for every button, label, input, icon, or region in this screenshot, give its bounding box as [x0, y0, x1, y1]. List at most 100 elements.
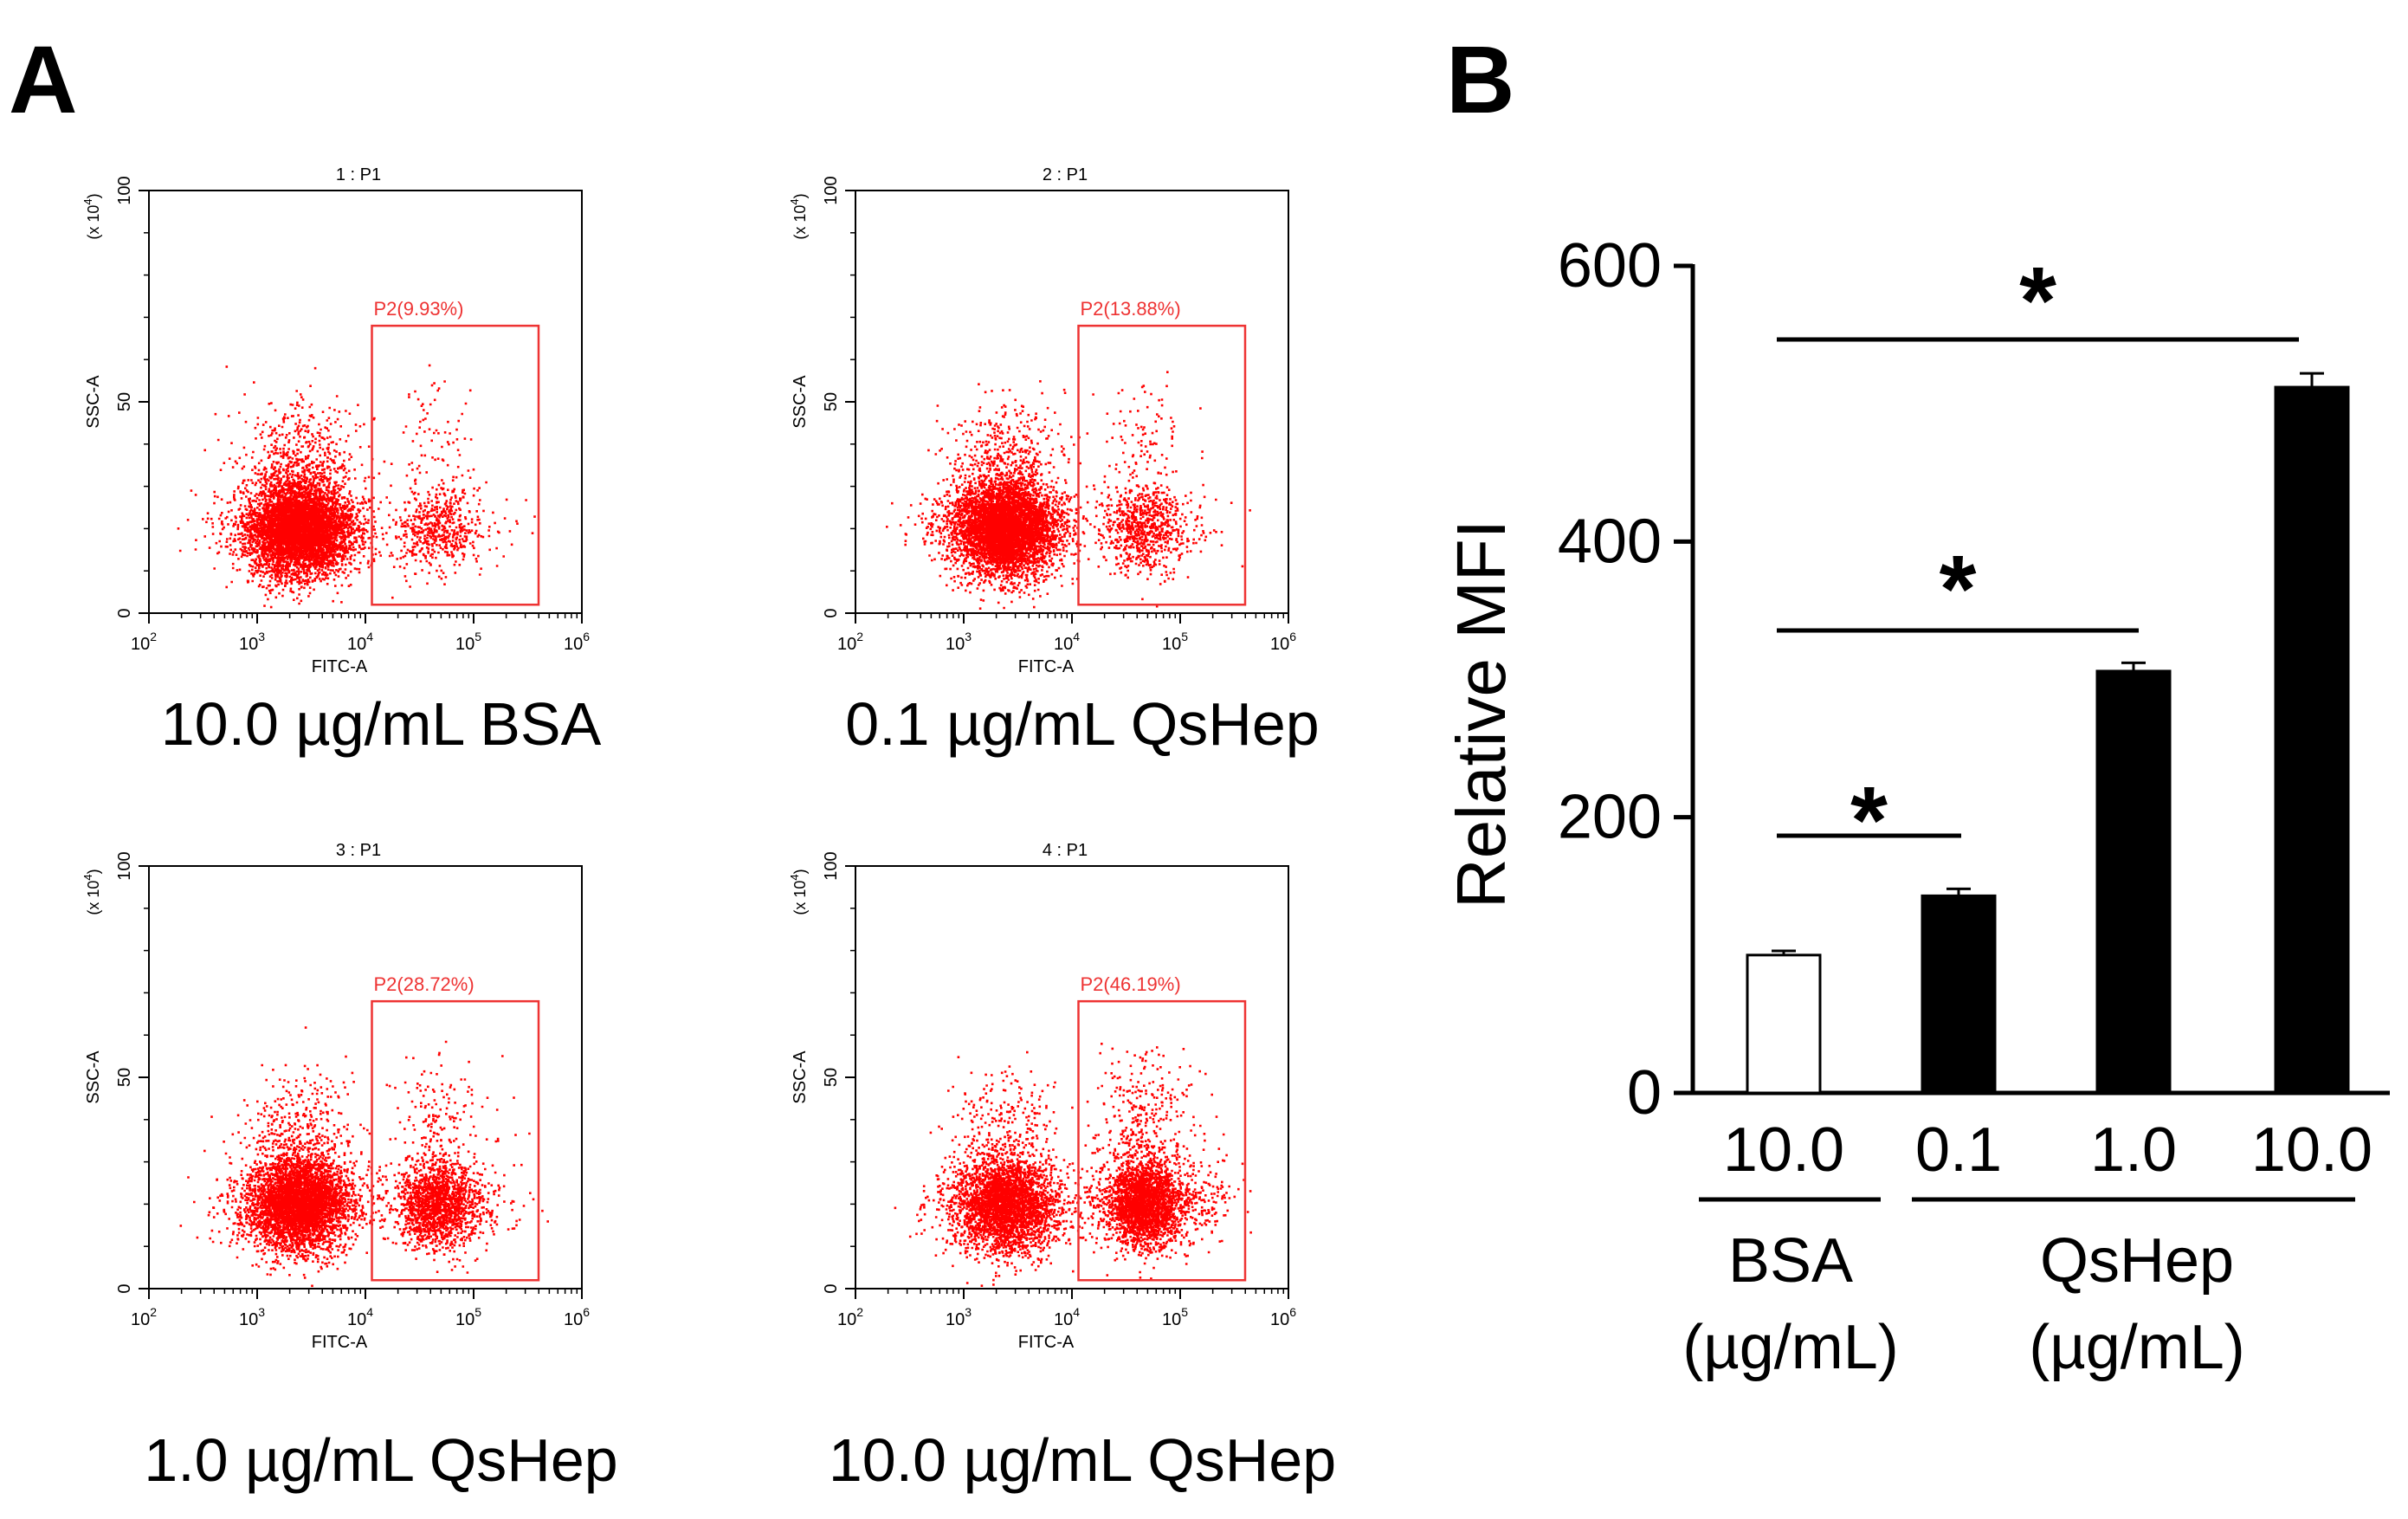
bar-3 — [2274, 385, 2350, 1095]
y-tick-label: 50 — [115, 392, 134, 411]
plot-title: 4 : P1 — [1043, 841, 1088, 860]
x-tick-exp: 5 — [474, 1305, 481, 1319]
x-tick-label: 102 — [131, 1305, 157, 1329]
bar-y-axis-label: Relative MFI — [1443, 520, 1520, 908]
x-tick-exp: 3 — [258, 1305, 265, 1319]
x-tick-base: 10 — [347, 1310, 366, 1329]
bar-1 — [1921, 894, 1997, 1095]
group-label-qshep: QsHep — [2040, 1226, 2234, 1296]
gate-label: P2(46.19%) — [1081, 973, 1181, 995]
gate-p2 — [371, 999, 540, 1282]
flow-dots-3 — [179, 1026, 549, 1288]
x-tick-label: 106 — [564, 630, 590, 654]
bar-category-label: 10.0 — [2251, 1115, 2372, 1185]
bar-category-label: 1.0 — [2090, 1115, 2177, 1185]
x-tick-exp: 2 — [856, 1305, 863, 1319]
significance-star-0: * — [1850, 767, 1888, 874]
plot-caption-4: 10.0 µg/mL QsHep — [829, 1426, 1336, 1494]
bar-category-label: 10.0 — [1723, 1115, 1844, 1185]
flow-dot-cloud-2 — [886, 371, 1251, 610]
gate-label: P2(13.88%) — [1081, 298, 1181, 320]
y-axis-label: SSC-A — [791, 375, 810, 429]
x-tick-exp: 4 — [366, 1305, 373, 1319]
plot-caption-3: 1.0 µg/mL QsHep — [144, 1426, 617, 1494]
gate-p2 — [1077, 999, 1247, 1282]
y-scale-label: (x 104) — [788, 869, 809, 915]
flow-dot-cloud-4 — [894, 1043, 1252, 1287]
panel-b-bar-chart: 0 200 400 600 Relative MFI 10.0 0.1 1.0 10.0 * * * B… — [1443, 231, 2390, 1382]
x-tick-exp: 6 — [583, 630, 590, 643]
y-tick-label: 50 — [822, 1068, 841, 1087]
x-tick-base: 10 — [946, 1310, 965, 1329]
y-scale-exp: 4 — [81, 198, 94, 204]
x-tick-label: 105 — [455, 630, 481, 654]
x-tick-exp: 3 — [965, 1305, 972, 1319]
y-scale-exp: 4 — [81, 874, 94, 880]
x-tick-label: 106 — [564, 1305, 590, 1329]
plot-title: 3 : P1 — [336, 841, 381, 860]
y-scale-exp: 4 — [788, 198, 801, 204]
y-tick-label: 100 — [822, 851, 841, 880]
group-label-bsa: BSA — [1728, 1226, 1853, 1296]
plot-caption-1: 10.0 µg/mL BSA — [161, 690, 602, 758]
bar-category-label: 0.1 — [1915, 1115, 2002, 1185]
bar-2 — [2095, 669, 2172, 1095]
y-scale-base: (x 10 — [791, 205, 809, 240]
flow-dots-1 — [177, 364, 536, 609]
x-tick-label: 104 — [1054, 1305, 1080, 1329]
y-scale-label: (x 104) — [81, 869, 102, 915]
x-tick-label: 106 — [1270, 1305, 1296, 1329]
bar-y-tick-label: 600 — [1558, 231, 1662, 301]
x-tick-base: 10 — [239, 1310, 258, 1329]
x-tick-base: 10 — [1054, 1310, 1073, 1329]
y-tick-label: 50 — [115, 1068, 134, 1087]
y-tick-label: 0 — [115, 1283, 134, 1293]
y-scale-base: (x 10 — [85, 205, 102, 240]
y-scale-close: ) — [791, 193, 809, 198]
gate-p2 — [371, 324, 540, 606]
x-tick-exp: 3 — [258, 630, 265, 643]
gate-label: P2(28.72%) — [374, 973, 474, 995]
plot-title: 2 : P1 — [1043, 165, 1088, 184]
bar-0 — [1746, 953, 1822, 1095]
x-tick-label: 105 — [455, 1305, 481, 1329]
x-axis-label: FITC-A — [312, 657, 368, 676]
x-tick-label: 106 — [1270, 630, 1296, 654]
x-tick-base: 10 — [837, 1310, 856, 1329]
bar-y-tick-label: 0 — [1627, 1058, 1662, 1128]
x-tick-exp: 3 — [965, 630, 972, 643]
x-tick-base: 10 — [1270, 1310, 1289, 1329]
group-unit-bsa: (µg/mL) — [1682, 1313, 1899, 1382]
x-tick-base: 10 — [564, 1310, 583, 1329]
plot-frame — [855, 190, 1289, 614]
y-scale-base: (x 10 — [85, 881, 102, 915]
y-scale-close: ) — [791, 869, 809, 874]
x-axis-label: FITC-A — [312, 1333, 368, 1352]
x-tick-label: 103 — [946, 630, 972, 654]
panel-label-a: A — [9, 27, 77, 133]
y-tick-label: 0 — [822, 608, 841, 617]
y-scale-label: (x 104) — [788, 193, 809, 239]
flow-dot-cloud-1 — [177, 364, 536, 609]
x-tick-label: 103 — [239, 1305, 265, 1329]
y-scale-base: (x 10 — [791, 881, 809, 915]
x-tick-label: 104 — [347, 1305, 373, 1329]
y-scale-exp: 4 — [788, 874, 801, 880]
x-tick-exp: 2 — [150, 1305, 157, 1319]
y-scale-label: (x 104) — [81, 193, 102, 239]
x-tick-exp: 4 — [366, 630, 373, 643]
x-tick-label: 105 — [1162, 1305, 1188, 1329]
x-tick-label: 102 — [131, 630, 157, 654]
x-tick-exp: 2 — [856, 630, 863, 643]
gate-label: P2(9.93%) — [374, 298, 464, 320]
plot-title: 1 : P1 — [336, 165, 381, 184]
significance-star-1: * — [1940, 536, 1977, 643]
y-scale-close: ) — [85, 869, 102, 874]
x-tick-base: 10 — [564, 635, 583, 654]
x-tick-exp: 6 — [1289, 1305, 1296, 1319]
y-tick-label: 0 — [822, 1283, 841, 1293]
